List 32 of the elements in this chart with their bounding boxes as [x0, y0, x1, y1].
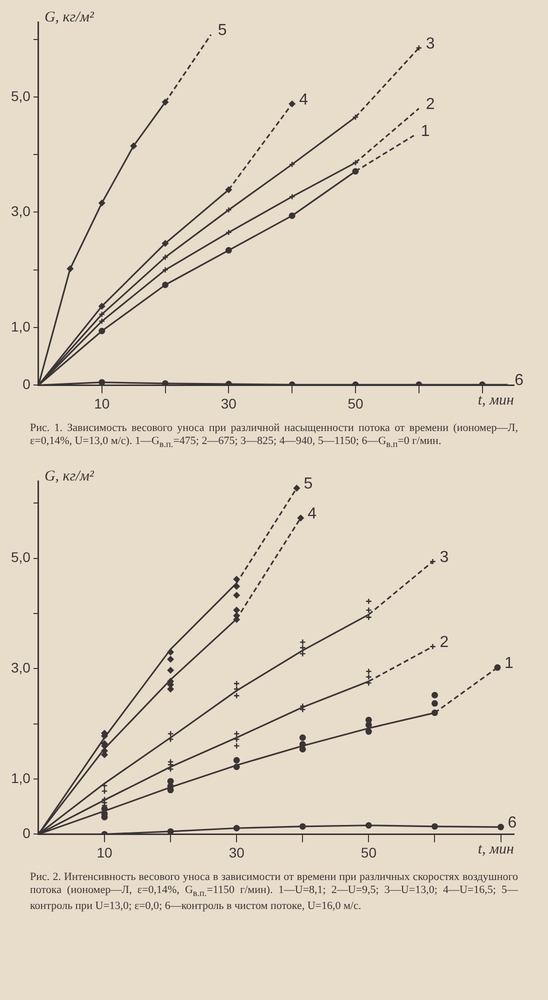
y-axis-title: G, кг/м²: [44, 468, 94, 485]
series-label: 2: [440, 634, 449, 652]
y-tick-label: 5,0: [10, 549, 31, 566]
y-tick-label: 0: [22, 825, 31, 842]
series-label: 3: [440, 549, 449, 566]
y-tick-label: 3,0: [10, 660, 31, 676]
text: Рис. 2. Интенсивность весового уноса в зависимости от времени при различных скоростях воздушного потока (иономер—Л, ε=0,14%, G$_{в.п.}$=1150 г/мин). 1—U=8,1; 2—U=9,5; 3—U=13,0; 4—U=16,5; 5—контроль при U=13,0; ε=0,0; 6—контроль в чистом потоке, U=16,0 м/с.: [29, 870, 519, 914]
series-label: 6: [514, 372, 524, 390]
series-label: 6: [508, 814, 517, 832]
y-tick-label: 1,0: [10, 318, 31, 334]
series-label: 5: [218, 22, 227, 40]
x-tick-label: 10: [94, 395, 110, 412]
x-tick-label: 10: [96, 844, 113, 861]
y-axis-title: G, кг/м²: [44, 9, 94, 26]
series-label: 3: [426, 35, 435, 52]
text: Рис. 1. Зависимость весового уноса при различной насыщенности потока от времени (иономер—Л, ε=0,14%, U=13,0 м/с). 1—G$_{в.п.}$=475; 2—675; 3—825; 4—940, 5—1150; 6—G$_{в.п}$=0 г/мин.: [29, 421, 519, 452]
y-tick-label: 1,0: [10, 770, 31, 786]
x-axis-title: t, мин: [478, 392, 514, 409]
x-tick-label: 30: [220, 395, 237, 412]
series-label: 5: [304, 476, 313, 493]
y-tick-label: 3,0: [10, 203, 31, 220]
series-label: 4: [299, 91, 308, 108]
x-tick-label: 50: [360, 844, 377, 861]
y-tick-label: 0: [22, 376, 31, 392]
x-axis-title: t, мин: [478, 842, 514, 858]
series-label: 2: [426, 96, 435, 113]
y-tick-label: 5,0: [10, 88, 31, 104]
series-label: 1: [420, 122, 430, 140]
x-tick-label: 30: [228, 844, 245, 861]
x-tick-label: 50: [348, 395, 364, 412]
series-label: 4: [308, 506, 317, 523]
series-label: 1: [504, 655, 514, 672]
